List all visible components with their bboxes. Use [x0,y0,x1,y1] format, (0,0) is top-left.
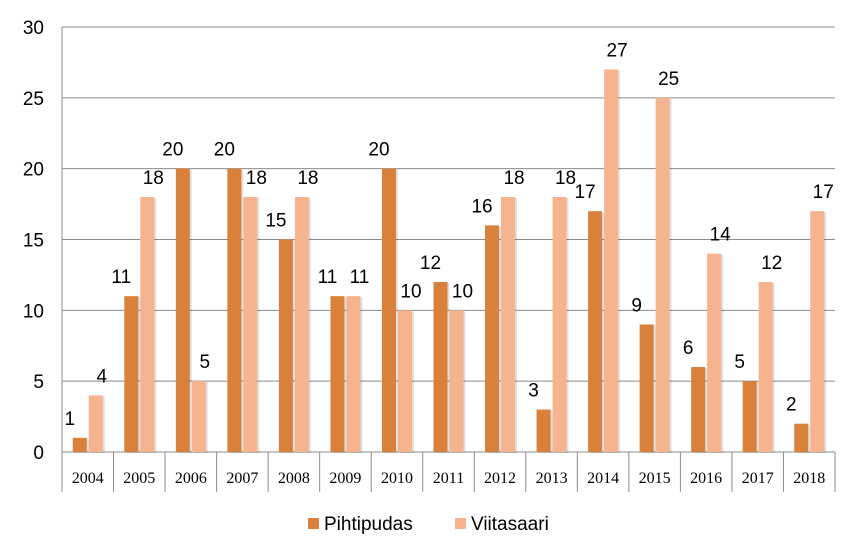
data-label-viitasaari-2012: 18 [503,168,524,189]
legend-label-pihtipudas: Pihtipudas [324,514,413,535]
data-label-viitasaari-2011: 10 [452,281,473,302]
x-tick-label: 2010 [381,470,413,487]
data-label-viitasaari-2007: 18 [246,168,267,189]
x-tick-label: 2012 [484,470,516,487]
data-label-viitasaari-2013: 18 [555,168,576,189]
bar-pihtipudas-2004 [72,437,87,452]
bar-pihtipudas-2017 [742,381,757,452]
bar-pihtipudas-2009 [330,296,345,452]
bar-viitasaari-2012 [501,197,516,452]
x-tick-label: 2014 [587,470,619,487]
x-tick-label: 2015 [639,470,671,487]
y-tick-label: 25 [23,89,44,110]
bar-pihtipudas-2013 [536,409,551,452]
bar-pihtipudas-2011 [433,282,448,452]
bar-viitasaari-2006 [191,381,206,452]
data-label-pihtipudas-2009: 11 [318,267,338,288]
bars [72,69,827,453]
data-label-viitasaari-2014: 27 [607,41,628,62]
x-tick-label: 2008 [278,470,310,487]
x-tick-label: 2005 [123,470,155,487]
bar-pihtipudas-2012 [485,225,500,452]
data-label-viitasaari-2006: 5 [200,352,211,373]
bar-viitasaari-2008 [294,197,309,452]
bar-viitasaari-2011 [449,310,464,452]
legend-label-viitasaari: Viitasaari [471,514,549,535]
data-label-viitasaari-2018: 17 [813,182,834,203]
data-label-pihtipudas-2006: 20 [162,140,183,161]
x-tick-label: 2016 [690,470,722,487]
bar-pihtipudas-2018 [794,423,809,452]
data-label-pihtipudas-2007: 20 [214,140,235,161]
bar-pihtipudas-2010 [381,168,396,452]
legend: Pihtipudas Viitasaari [308,514,549,535]
bar-pihtipudas-2006 [175,168,190,452]
bar-viitasaari-2016 [707,253,722,452]
x-tick-label: 2011 [433,470,464,487]
data-label-pihtipudas-2013: 3 [528,381,539,402]
data-label-pihtipudas-2005: 11 [111,267,131,288]
data-label-pihtipudas-2018: 2 [786,395,797,416]
y-tick-label: 0 [33,443,44,464]
bar-pihtipudas-2007 [227,168,242,452]
y-tick-label: 30 [23,18,44,39]
x-tick-label: 2007 [226,470,258,487]
bar-viitasaari-2014 [604,69,619,452]
bar-viitasaari-2009 [346,296,361,452]
bar-viitasaari-2015 [655,97,670,452]
data-label-viitasaari-2016: 14 [710,225,732,246]
data-label-pihtipudas-2014: 17 [575,182,596,203]
bar-pihtipudas-2014 [588,211,603,452]
x-tick-label: 2018 [793,470,825,487]
x-tick-label: 2006 [175,470,207,487]
x-tick-label: 2009 [329,470,361,487]
y-tick-label: 15 [23,231,44,252]
legend-swatch-pihtipudas [308,518,319,529]
bar-viitasaari-2017 [758,282,773,452]
x-tick-label: 2013 [536,470,568,487]
data-label-viitasaari-2004: 4 [96,366,107,387]
data-label-pihtipudas-2017: 5 [734,352,745,373]
legend-swatch-viitasaari [455,518,466,529]
bar-viitasaari-2004 [88,395,103,452]
data-label-pihtipudas-2011: 12 [420,253,441,274]
bar-pihtipudas-2005 [124,296,139,452]
data-label-pihtipudas-2004: 1 [64,409,75,430]
gridlines [62,26,835,453]
bar-pihtipudas-2015 [639,324,654,452]
x-tick-label: 2004 [72,470,104,487]
y-tick-label: 5 [33,372,44,393]
data-label-viitasaari-2015: 25 [658,69,679,90]
data-label-pihtipudas-2016: 6 [683,338,694,359]
bar-pihtipudas-2008 [278,239,293,452]
data-label-pihtipudas-2015: 9 [631,296,642,317]
data-label-viitasaari-2010: 10 [400,281,421,302]
bar-viitasaari-2005 [140,197,155,452]
bar-viitasaari-2010 [397,310,412,452]
data-label-pihtipudas-2010: 20 [368,140,389,161]
bar-viitasaari-2018 [810,211,825,452]
data-label-viitasaari-2009: 11 [350,267,370,288]
y-tick-label: 20 [23,160,44,181]
x-tick-label: 2017 [742,470,774,487]
data-label-viitasaari-2005: 18 [143,168,164,189]
data-label-viitasaari-2017: 12 [761,253,782,274]
bar-viitasaari-2013 [552,197,567,452]
data-label-pihtipudas-2012: 16 [471,196,492,217]
y-tick-label: 10 [23,301,44,322]
bar-viitasaari-2007 [243,197,258,452]
data-label-viitasaari-2008: 18 [297,168,318,189]
data-label-pihtipudas-2008: 15 [265,211,286,232]
bar-pihtipudas-2016 [691,367,706,452]
